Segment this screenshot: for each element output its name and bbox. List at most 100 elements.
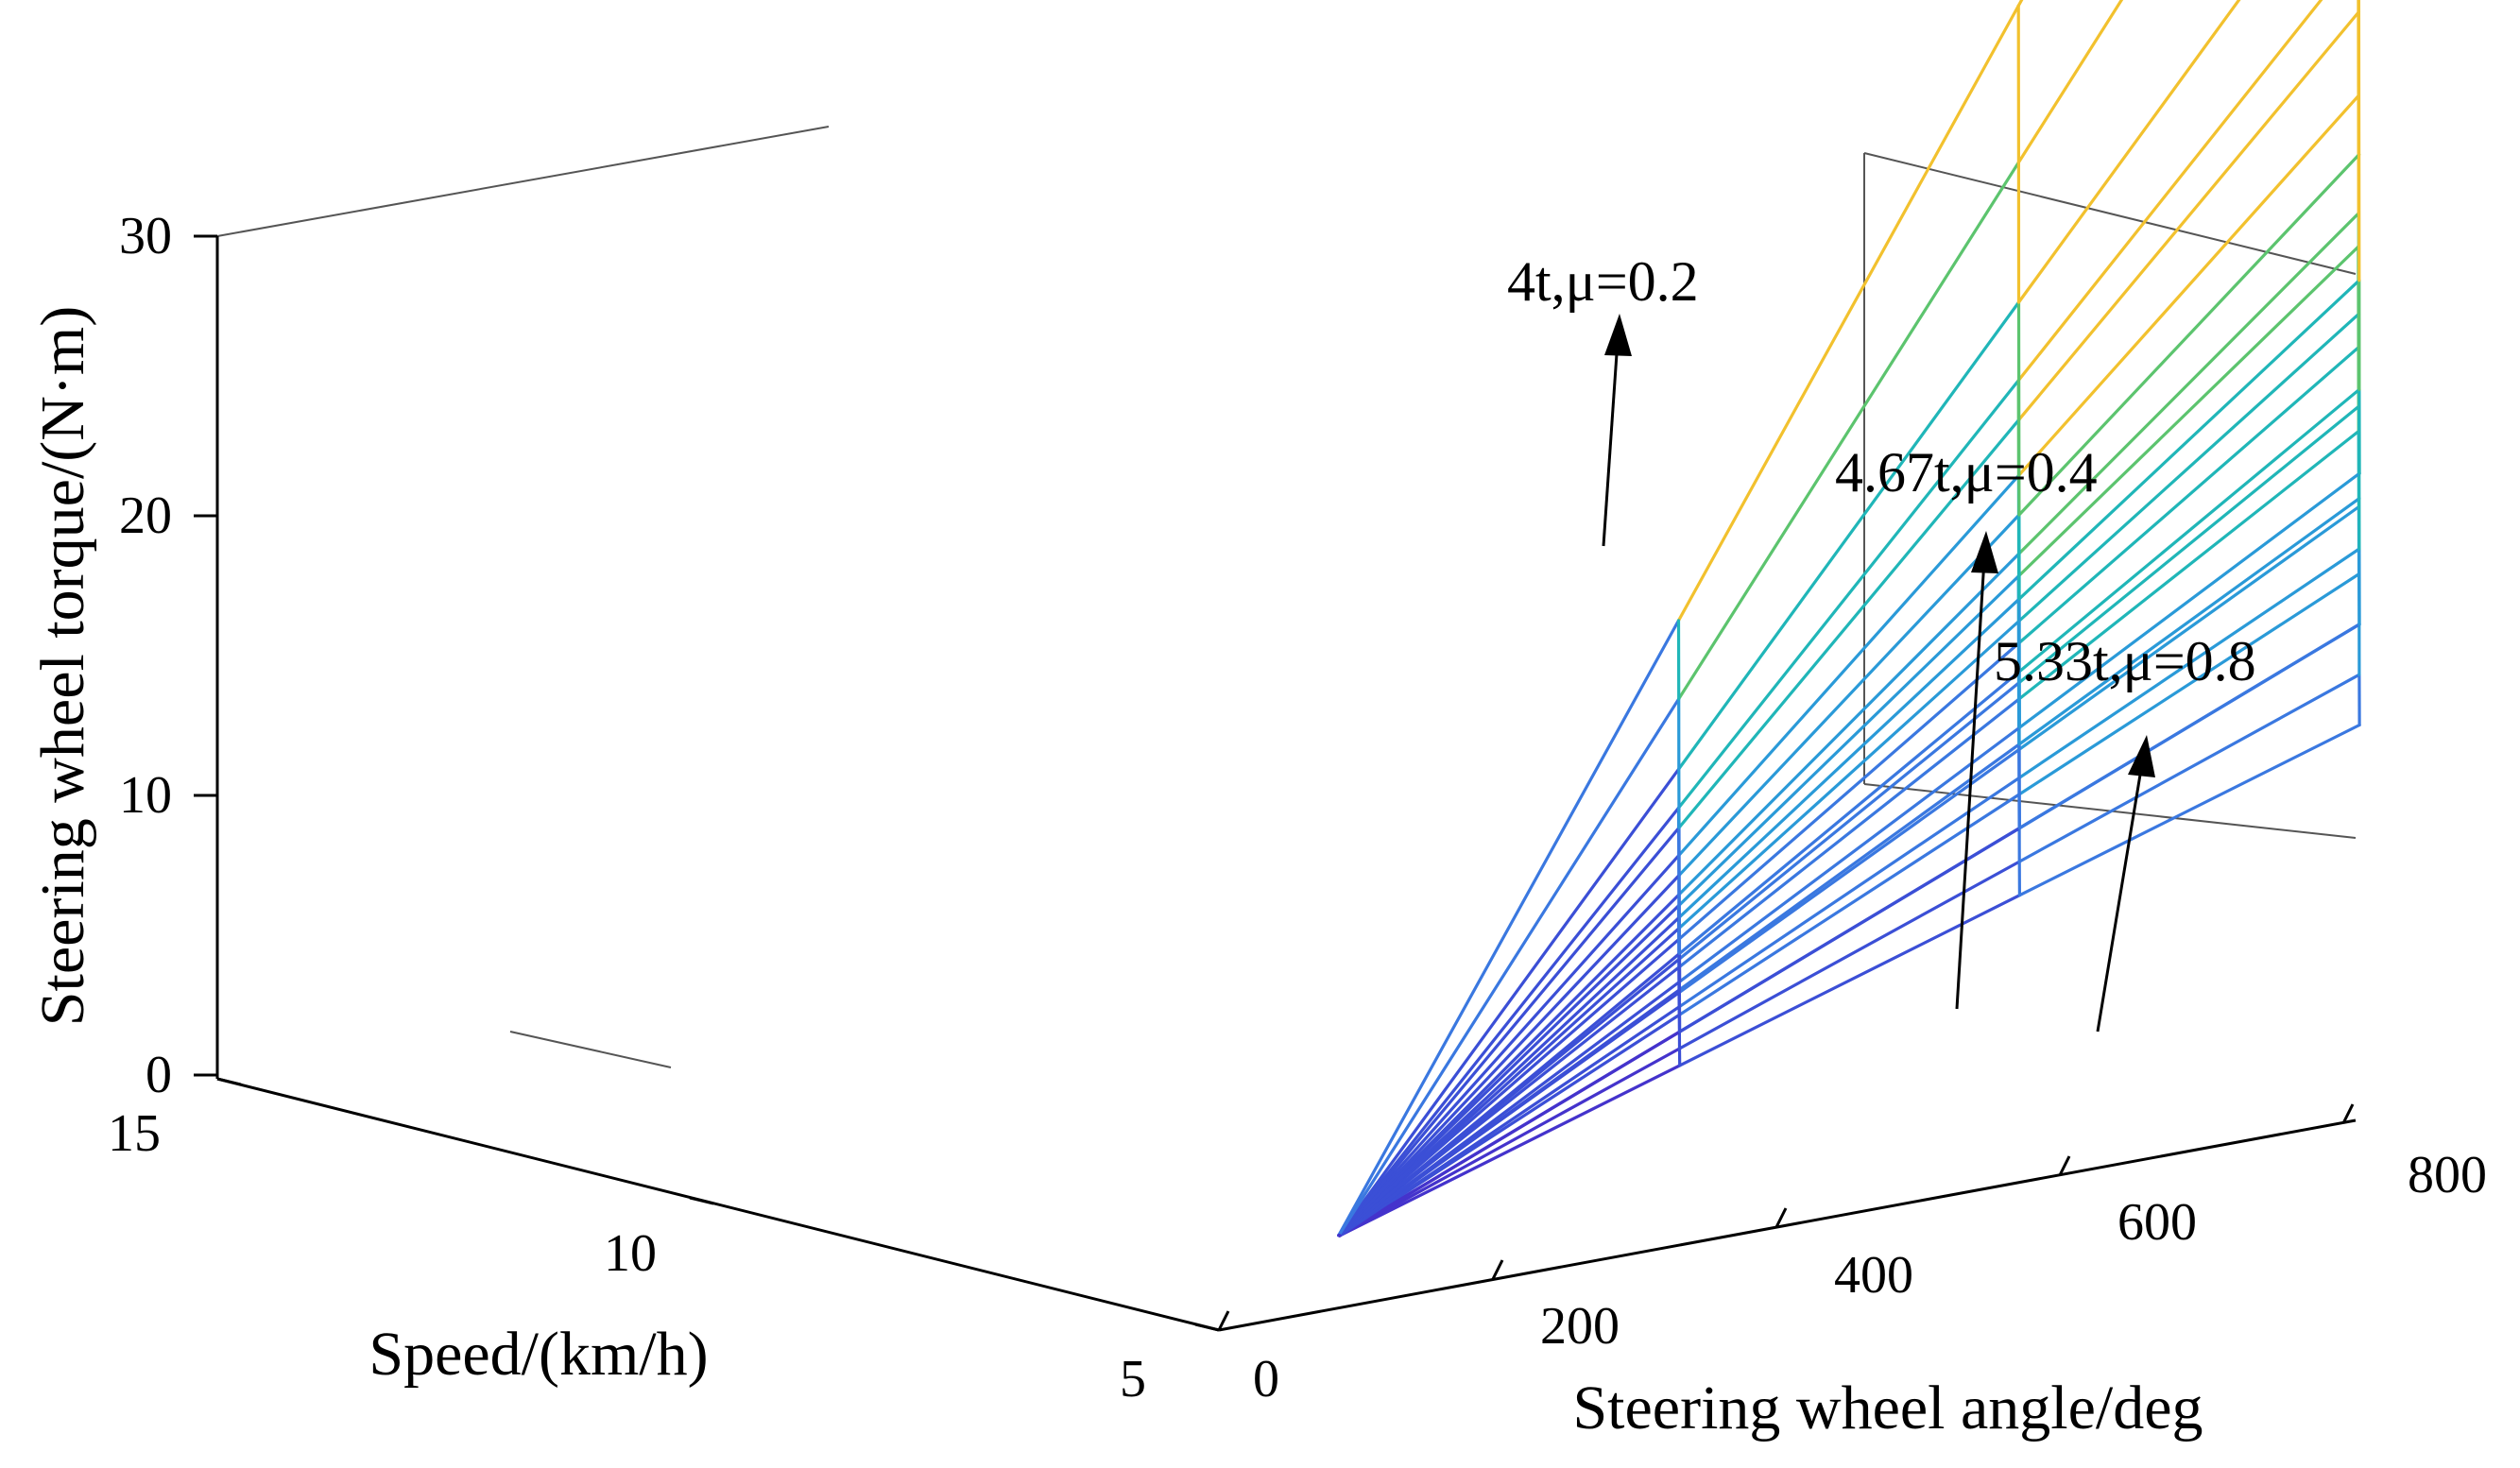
- mesh-s1-speed-0-seg-1: [1678, 725, 2021, 983]
- box-back-top-left-edge: [216, 126, 830, 237]
- mesh-s1-speed-5-seg-0: [1337, 767, 1681, 1238]
- y-axis-label: Speed/(km/h): [369, 1320, 708, 1389]
- z-tick-label-30: 30: [119, 207, 172, 265]
- mesh-s1-speed-4-seg-1: [1677, 418, 2021, 829]
- y-tick-10: [689, 1196, 714, 1205]
- mesh-s3-speed-4-seg-1: [1677, 747, 2021, 995]
- mesh-s3-speed-5-seg-1: [1677, 697, 2021, 969]
- mesh-s3-speed-1-seg-2: [2017, 673, 2361, 863]
- axes-box: [216, 126, 2357, 1068]
- annotation-arrow-1-head: [1604, 314, 1632, 356]
- y-tick-label-5: 5: [1120, 1350, 1146, 1408]
- mesh-s2-speed-5-seg-0: [1337, 893, 1681, 1238]
- annotation-arrow-2-shaft: [1955, 558, 1986, 1010]
- mesh-s2-speed-6-seg-0: [1337, 853, 1681, 1238]
- annotation-label-1: 4t,μ=0.2: [1507, 250, 1699, 313]
- mesh-s1-speed-1-seg-0: [1338, 951, 1682, 1238]
- mesh-s3-speed-3-seg-1: [1677, 793, 2021, 1017]
- box-back-floor-edge: [509, 1031, 672, 1068]
- x-axis-line: [1218, 1118, 2357, 1332]
- x-tick-400: [1774, 1207, 1788, 1228]
- box-back-right-top-edge: [1863, 152, 2357, 275]
- mesh-s2-speed-3-seg-1: [1677, 680, 2021, 961]
- mesh-s2-speed-6-seg-2: [2016, 94, 2360, 477]
- mesh-s2-speed-0-seg-1: [1678, 827, 2021, 1033]
- mesh-s2-speed-2-seg-2: [2017, 497, 2361, 746]
- annotation-arrow-2-head: [1971, 531, 1998, 573]
- annotations: 4t,μ=0.2 4.67t,μ=0.4 5.33t,μ=0.8: [1507, 250, 2256, 1033]
- x-tick-label-200: 200: [1540, 1297, 1620, 1356]
- y-axis-ticks: 15 10 5: [108, 1077, 1220, 1408]
- x-axis-label: Steering wheel angle/deg: [1572, 1374, 2203, 1442]
- mesh-s1-speed-4-seg-0: [1337, 826, 1681, 1238]
- mesh-s2-speed-1-seg-2: [2017, 547, 2361, 779]
- z-axis-label: Steering wheel torque/(N·m): [28, 306, 97, 1026]
- mesh-s1-speed-6-seg-0: [1337, 697, 1681, 1238]
- surface-mesh: [1337, 0, 2361, 1238]
- y-axis-line: [216, 1077, 1220, 1332]
- mesh-s3-speed-7-seg-1: [1676, 574, 2020, 908]
- y-tick-label-10: 10: [604, 1224, 657, 1283]
- mesh-s1-speed-2-seg-1: [1677, 597, 2021, 919]
- z-axis-ticks: 30 20 10 0: [119, 207, 217, 1104]
- mesh-s3-speed-1-seg-0: [1338, 1047, 1682, 1238]
- mesh-s1-speed-6-seg-1: [1677, 161, 2020, 701]
- mesh-s2-speed-7-seg-2: [2016, 0, 2323, 383]
- mesh-s3-speed-0-seg-2: [2017, 723, 2361, 897]
- z-tick-label-0: 0: [146, 1046, 172, 1104]
- mesh-s3-speed-6-seg-2: [2016, 346, 2360, 645]
- y-tick-5: [1194, 1323, 1220, 1332]
- annotation-label-2: 4.67t,μ=0.4: [1835, 441, 2098, 504]
- mesh-s2-speed-4-seg-2: [2017, 312, 2360, 623]
- mesh-s2-speed-4-seg-1: [1677, 619, 2021, 930]
- mesh-s1-speed-5-seg-2: [2016, 0, 2241, 304]
- x-tick-label-600: 600: [2117, 1193, 2197, 1252]
- mesh-s2-speed-5-seg-1: [1677, 552, 2021, 896]
- mesh-s2-speed-1-seg-0: [1338, 1004, 1682, 1238]
- annotation-arrow-1-shaft: [1602, 339, 1620, 547]
- x-tick-600: [2058, 1155, 2071, 1176]
- annotation-label-3: 5.33t,μ=0.8: [1994, 630, 2256, 692]
- annotation-arrow-3-shaft: [2096, 762, 2144, 1033]
- mesh-s3-speed-4-seg-2: [2017, 504, 2360, 752]
- z-tick-label-20: 20: [119, 486, 172, 545]
- x-tick-label-400: 400: [1834, 1246, 1913, 1305]
- mesh-s1-speed-0-seg-0: [1338, 980, 1682, 1238]
- mesh-s2-speed-7-seg-0: [1337, 806, 1681, 1238]
- mesh-s1-speed-5-seg-1: [1677, 300, 2021, 771]
- mesh-s2-speed-0-seg-0: [1338, 1030, 1682, 1238]
- x-tick-label-800: 800: [2408, 1146, 2487, 1204]
- mesh-s3-speed-5-seg-2: [2016, 429, 2360, 701]
- x-tick-800: [2341, 1103, 2355, 1124]
- x-tick-200: [1491, 1259, 1504, 1280]
- mesh-s2-speed-1-seg-1: [1677, 776, 2021, 1009]
- mesh-s1-speed-6-seg-2: [2016, 0, 2124, 164]
- mesh-s1-speed-7-seg-0: [1337, 619, 1681, 1238]
- mesh-s1-speed-2-seg-2: [2017, 279, 2361, 601]
- y-tick-15: [216, 1077, 242, 1086]
- mesh-s2-speed-3-seg-2: [2017, 404, 2361, 685]
- mesh-s2-speed-0-seg-2: [2017, 623, 2361, 830]
- mesh-s2-speed-2-seg-1: [1677, 743, 2021, 992]
- mesh-s3-speed-6-seg-1: [1677, 641, 2020, 942]
- mesh-s1-speed-3-seg-1: [1677, 513, 2021, 878]
- mesh-s2-speed-5-seg-2: [2016, 212, 2360, 556]
- x-tick-0: [1217, 1310, 1230, 1331]
- x-axis-ticks: 0 200 400 600 800: [1217, 1103, 2487, 1408]
- mesh-s1-speed-3-seg-0: [1337, 873, 1681, 1238]
- mesh-s1-speed-0-seg-2: [2017, 471, 2361, 729]
- z-tick-label-10: 10: [119, 766, 172, 825]
- mesh-s1-speed-1-seg-1: [1677, 670, 2021, 956]
- mesh-s2-speed-7-seg-1: [1676, 379, 2020, 810]
- mesh-s3-speed-3-seg-2: [2017, 572, 2361, 796]
- axes-lines: [215, 236, 2357, 1332]
- mesh-s1-speed-4-seg-2: [2017, 10, 2360, 421]
- mesh-s1-speed-7-seg-1: [1676, 4, 2020, 623]
- mesh-s3-speed-0-seg-0: [1338, 1064, 1682, 1238]
- y-tick-label-15: 15: [108, 1104, 161, 1163]
- mesh-s1-speed-3-seg-2: [2017, 153, 2361, 517]
- mesh-s1-speed-1-seg-2: [2017, 387, 2361, 674]
- mesh-s1-speed-7-seg-2: [2016, 0, 2024, 8]
- mesh-s1-speed-2-seg-0: [1338, 915, 1682, 1238]
